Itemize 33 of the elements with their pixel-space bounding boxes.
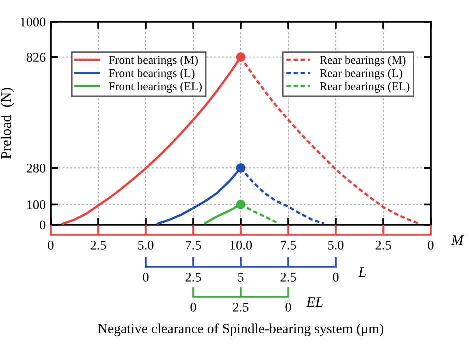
x-tick-label: 7.5: [186, 241, 202, 250]
y-axis-title: Preload (N): [0, 88, 14, 160]
category-label: 0: [143, 272, 149, 282]
x-tick-label: 2.5: [90, 240, 106, 250]
x-tick-label: 0: [428, 240, 434, 250]
category-label: 0: [286, 302, 292, 312]
category-label: 2.5: [233, 302, 249, 312]
category-label: 0: [333, 272, 339, 282]
text: Negative clearance of Spindle-bearing system (μm): [98, 324, 384, 336]
legend-label: Front bearings (EL): [109, 82, 202, 93]
x-tick-label: 10.0: [230, 240, 252, 250]
x-tick-label: 0: [48, 240, 54, 250]
x-tick-label: 2.5: [376, 240, 392, 250]
y-tick-label: 826: [26, 53, 46, 62]
legend-label: Rear bearings (EL): [320, 82, 410, 93]
y-tick-label: 280: [26, 164, 46, 173]
legend-label: Front bearings (M): [109, 56, 198, 67]
y-tick-label: 0: [40, 220, 46, 230]
x-axis-title: M: [451, 236, 464, 246]
category-label: 0: [190, 302, 196, 312]
y-tick-label: 100: [28, 200, 46, 210]
text: L: [358, 268, 366, 278]
category-label: 5: [238, 273, 244, 282]
category-label: 2.5: [280, 272, 296, 282]
category-label: 2.5: [186, 272, 202, 282]
legend-label: Front bearings (L): [109, 69, 195, 80]
x-tick-label: 5.0: [328, 240, 344, 250]
x-tick-label: 7.5: [281, 241, 296, 250]
y-tick-label: 1000: [20, 18, 46, 27]
legend-label: Rear bearings (L): [320, 69, 402, 80]
text: EL: [306, 298, 323, 308]
legend-label: Rear bearings (M): [320, 56, 406, 67]
x-tick-label: 5.0: [138, 240, 154, 250]
